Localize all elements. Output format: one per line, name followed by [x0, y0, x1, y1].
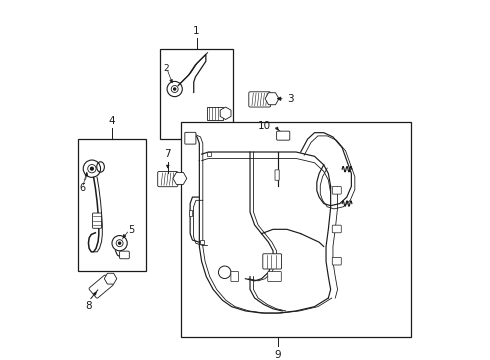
Text: 6: 6 — [80, 183, 86, 193]
Text: 5: 5 — [128, 225, 135, 235]
FancyBboxPatch shape — [268, 271, 281, 282]
FancyBboxPatch shape — [332, 225, 341, 233]
FancyBboxPatch shape — [89, 275, 113, 298]
Text: 7: 7 — [165, 149, 171, 159]
Circle shape — [91, 167, 93, 170]
Text: 9: 9 — [274, 350, 281, 360]
FancyBboxPatch shape — [120, 251, 129, 259]
Bar — [207, 107, 223, 120]
FancyBboxPatch shape — [158, 171, 178, 187]
FancyBboxPatch shape — [332, 257, 341, 265]
FancyBboxPatch shape — [263, 254, 282, 269]
Text: 1: 1 — [193, 26, 200, 36]
Text: 4: 4 — [108, 116, 115, 126]
Text: 3: 3 — [288, 94, 294, 104]
FancyBboxPatch shape — [231, 271, 239, 282]
Circle shape — [119, 242, 121, 244]
Text: 10: 10 — [258, 121, 271, 131]
Bar — [207, 152, 211, 156]
Bar — [200, 240, 204, 244]
Bar — [181, 122, 411, 337]
FancyBboxPatch shape — [275, 170, 279, 180]
Bar — [189, 210, 192, 216]
FancyBboxPatch shape — [93, 213, 101, 228]
FancyBboxPatch shape — [249, 92, 270, 107]
FancyBboxPatch shape — [332, 186, 341, 194]
Bar — [160, 49, 233, 139]
FancyBboxPatch shape — [185, 132, 196, 144]
Text: 8: 8 — [85, 301, 92, 311]
Text: 2: 2 — [164, 64, 169, 73]
FancyBboxPatch shape — [277, 131, 290, 140]
Bar — [78, 139, 146, 271]
Circle shape — [173, 88, 176, 90]
